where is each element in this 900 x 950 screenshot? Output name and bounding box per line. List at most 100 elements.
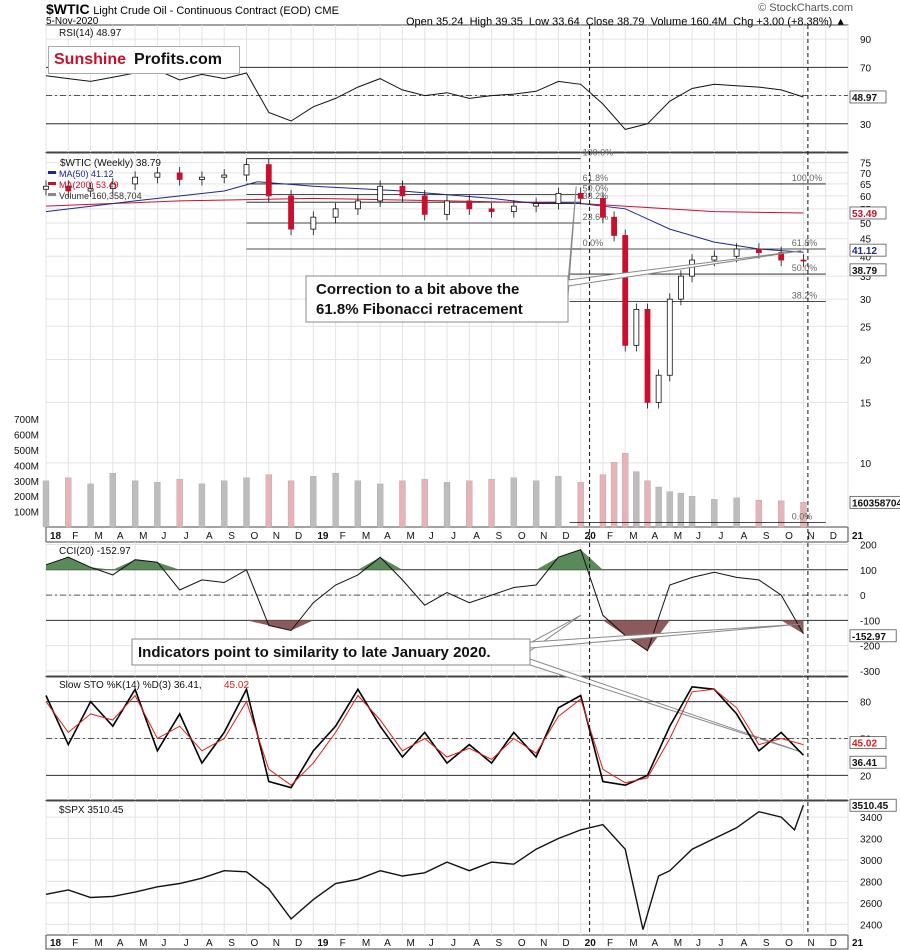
cci-overbought-fill	[46, 549, 804, 570]
candle-body	[65, 185, 72, 192]
fib-level-label: 0.0%	[583, 238, 604, 248]
candle-body	[488, 208, 495, 212]
time-axis-label: N	[273, 531, 280, 542]
time-axis-label: S	[763, 938, 770, 949]
ma200-last-value-box	[849, 206, 887, 220]
close-last-value-box	[849, 263, 887, 277]
legend-swatch	[48, 193, 56, 196]
rsi-last-value: 48.97	[852, 93, 877, 104]
time-axis-label: N	[807, 531, 814, 542]
y-tick-label: 40	[860, 252, 872, 263]
candle-body	[132, 176, 139, 185]
y-tick-label: 90	[860, 35, 872, 46]
candle-body	[800, 259, 807, 262]
time-axis-label: O	[518, 531, 526, 542]
rsi-line	[45, 69, 804, 130]
volume-bar	[755, 499, 763, 528]
y-tick-label: 70	[860, 63, 872, 74]
y-tick-label: 20	[860, 771, 872, 782]
time-axis-label: J	[429, 938, 434, 949]
time-axis-label: F	[72, 531, 78, 542]
time-axis-label: J	[184, 938, 189, 949]
volume-bar	[800, 502, 807, 528]
volume-bar	[644, 480, 651, 528]
y-tick-label: -300	[860, 667, 880, 678]
volume-bar	[221, 480, 228, 528]
legend-entry: MA(50) 41.12	[59, 169, 114, 179]
time-axis-label: S	[228, 938, 235, 949]
annotation-box	[131, 638, 531, 666]
time-axis-label: M	[406, 938, 414, 949]
volume-bar	[466, 480, 473, 528]
time-axis-label: M	[406, 531, 414, 542]
ma50-last-value: 41.12	[852, 246, 877, 257]
time-axis-label: N	[540, 938, 547, 949]
chart-exchange: CME	[314, 5, 339, 17]
y-tick-label: 10	[860, 459, 872, 470]
time-axis-label: M	[139, 938, 147, 949]
volume-bar	[265, 474, 272, 528]
volume-bar	[310, 476, 317, 528]
time-axis-label: F	[340, 938, 346, 949]
time-axis-label: 18	[50, 531, 62, 542]
logo-part1: Sunshine	[54, 51, 127, 68]
y-tick-label: 200	[860, 541, 877, 552]
time-axis-label: S	[228, 531, 235, 542]
spx-last-value: 3510.45	[852, 801, 889, 812]
candle-body	[399, 185, 406, 197]
volume-last-value: 160358704	[852, 498, 900, 509]
volume-tick-label: 100M	[14, 508, 39, 519]
volume-bar	[131, 480, 139, 528]
time-axis-label: 18	[50, 938, 62, 949]
time-axis-label: M	[362, 531, 370, 542]
y-tick-label: 0	[860, 591, 866, 602]
time-axis-label: O	[251, 938, 259, 949]
candle-body	[644, 309, 651, 403]
cci-annotation: Indicators point to similarity to late J…	[138, 644, 491, 661]
chart-date: 5-Nov-2020	[46, 16, 99, 27]
time-axis-label: A	[652, 531, 659, 542]
candle-body	[755, 248, 762, 253]
time-axis-label: O	[251, 531, 259, 542]
y-tick-label: 25	[860, 322, 872, 333]
time-axis-label: S	[496, 531, 503, 542]
logo: Sunshine Profits.com	[48, 46, 240, 74]
time-axis-label: O	[518, 938, 526, 949]
candle-body	[243, 164, 250, 176]
fib-level-label: 0.0%	[792, 511, 813, 521]
time-axis-label: M	[362, 938, 370, 949]
stoch-last-k-box	[849, 755, 887, 769]
candle-body	[611, 216, 617, 236]
time-axis-label: A	[741, 531, 748, 542]
candle-body	[600, 197, 606, 218]
candle-body	[733, 248, 740, 257]
time-axis-label: D	[830, 938, 837, 949]
volume-bar	[633, 471, 640, 528]
candle-body	[176, 172, 183, 180]
fib-level-label: 50.0%	[792, 263, 818, 273]
candle-body	[711, 255, 718, 261]
volume-bar	[655, 486, 662, 528]
time-axis-label: A	[741, 938, 748, 949]
y-tick-label: 60	[860, 192, 872, 203]
y-tick-label: 50	[860, 219, 872, 230]
legend-entry: Volume 160,358,704	[59, 191, 142, 201]
time-axis-label: J	[451, 531, 456, 542]
chart-symbol: $WTIC	[46, 1, 90, 17]
stoch-last-k: 36.41	[852, 758, 877, 769]
volume-bar	[87, 483, 94, 528]
candle-body	[154, 172, 161, 178]
y-tick-label: 2800	[860, 877, 883, 888]
candle-body	[778, 252, 785, 261]
annotation-pointer	[529, 623, 802, 649]
volume-bar	[532, 480, 540, 528]
legend-swatch	[48, 171, 56, 174]
volume-bar	[377, 483, 384, 528]
time-axis-label: F	[72, 938, 78, 949]
fib-level-label: 50.0%	[583, 184, 609, 194]
stoch-last-d-box	[849, 736, 887, 750]
time-axis-label: A	[473, 938, 480, 949]
time-axis-label: D	[562, 531, 569, 542]
stoch-last-d: 45.02	[852, 739, 877, 750]
volume-bar	[42, 480, 50, 528]
